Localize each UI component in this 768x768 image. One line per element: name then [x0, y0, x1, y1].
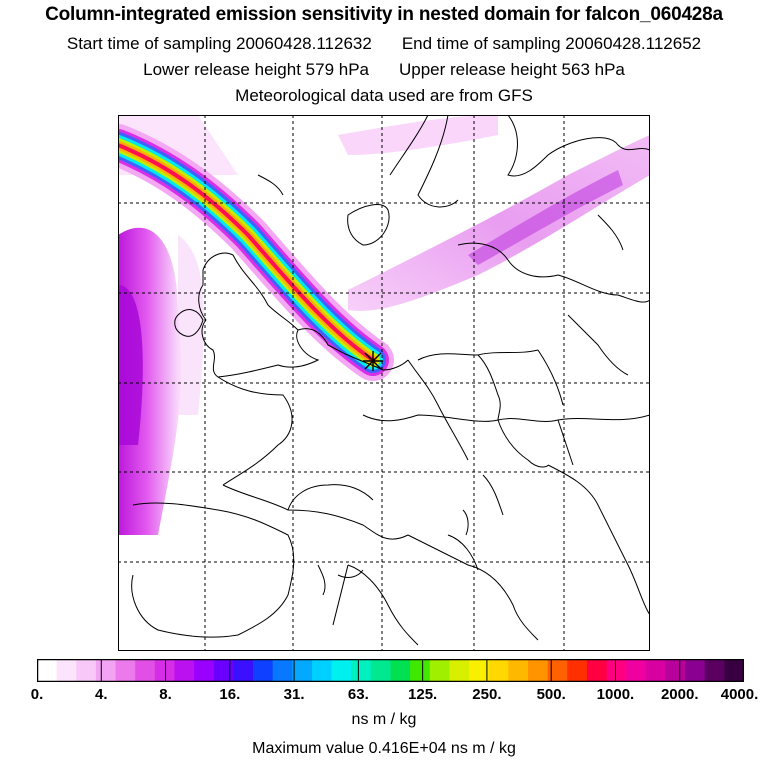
sampling-times: Start time of sampling 20060428.112632 En…	[0, 34, 768, 54]
colorbar-segment	[606, 659, 627, 682]
colorbar-segment	[76, 659, 97, 682]
colorbar-segment	[410, 659, 431, 682]
colorbar-segment	[115, 659, 136, 682]
map-title: Column-integrated emission sensitivity i…	[45, 4, 723, 25]
colorbar-tick-label: 16.	[219, 686, 241, 703]
colorbar-segment	[390, 659, 411, 682]
colorbar-segment	[586, 659, 608, 682]
colorbar-segment	[527, 659, 549, 682]
colorbar-segment	[56, 659, 77, 682]
colorbar-segment	[37, 659, 58, 682]
colorbar-segment	[685, 659, 706, 682]
release-point-marker	[363, 351, 383, 371]
colorbar-segment	[724, 659, 744, 682]
upper-release-height: Upper release height 563 hPa	[399, 60, 625, 79]
end-time: End time of sampling 20060428.112652	[401, 34, 702, 53]
colorbar-segment	[351, 659, 372, 682]
colorbar-segment	[645, 659, 667, 682]
colorbar-unit: ns m / kg	[351, 711, 417, 728]
colorbar	[37, 659, 744, 682]
lower-release-height: Lower release height 579 hPa	[143, 60, 369, 79]
colorbar-tick-labels: 0. 4. 8. 16. 31. 63. 125. 250. 500. 1000. 2000. 400…	[0, 686, 768, 706]
colorbar-tick-label: 4000.	[720, 686, 759, 703]
start-time: Start time of sampling 20060428.112632	[66, 34, 372, 53]
colorbar-segment	[194, 659, 215, 682]
colorbar-segment	[311, 659, 333, 682]
colorbar-segment	[253, 659, 274, 682]
colorbar-tick-label: 125.	[408, 686, 438, 703]
colorbar-segment	[95, 659, 117, 682]
colorbar-segment	[626, 659, 647, 682]
sensitivity-field	[118, 115, 650, 535]
colorbar-segment	[665, 659, 686, 682]
colorbar-segment	[331, 659, 352, 682]
graticule	[118, 115, 650, 651]
colorbar-tick-label: 1000.	[596, 686, 635, 703]
colorbar-segment	[174, 659, 195, 682]
colorbar-tick-label: 500.	[536, 686, 566, 703]
colorbar-tick-label: 31.	[283, 686, 305, 703]
colorbar-tick-label: 2000.	[660, 686, 699, 703]
colorbar-tick-label: 250.	[472, 686, 502, 703]
colorbar-segment	[449, 659, 470, 682]
colorbar-segment	[233, 659, 254, 682]
map-frame	[118, 115, 650, 651]
colorbar-segment	[429, 659, 451, 682]
colorbar-segment	[292, 659, 313, 682]
release-heights: Lower release height 579 hPa Upper releas…	[0, 60, 768, 80]
coastlines	[131, 115, 650, 646]
colorbar-segment	[272, 659, 293, 682]
colorbar-segment	[135, 659, 156, 682]
colorbar-segment	[488, 659, 509, 682]
emission-sensitivity-map	[118, 115, 650, 651]
colorbar-segment	[547, 659, 568, 682]
colorbar-segment	[154, 659, 176, 682]
met-data-note: Meteorological data used are from GFS	[235, 86, 533, 105]
colorbar-tick-label: 63.	[347, 686, 369, 703]
colorbar-tick-label: 0.	[30, 686, 44, 703]
colorbar-segment	[469, 659, 490, 682]
maximum-value: Maximum value 0.416E+04 ns m / kg	[252, 740, 516, 757]
colorbar-segment	[508, 659, 529, 682]
colorbar-segment	[704, 659, 725, 682]
emission-plume	[118, 124, 394, 381]
colorbar-segment	[213, 659, 234, 682]
colorbar-tick-label: 8.	[159, 686, 172, 703]
colorbar-segment	[567, 659, 588, 682]
colorbar-segment	[370, 659, 392, 682]
colorbar-tick-label: 4.	[95, 686, 108, 703]
